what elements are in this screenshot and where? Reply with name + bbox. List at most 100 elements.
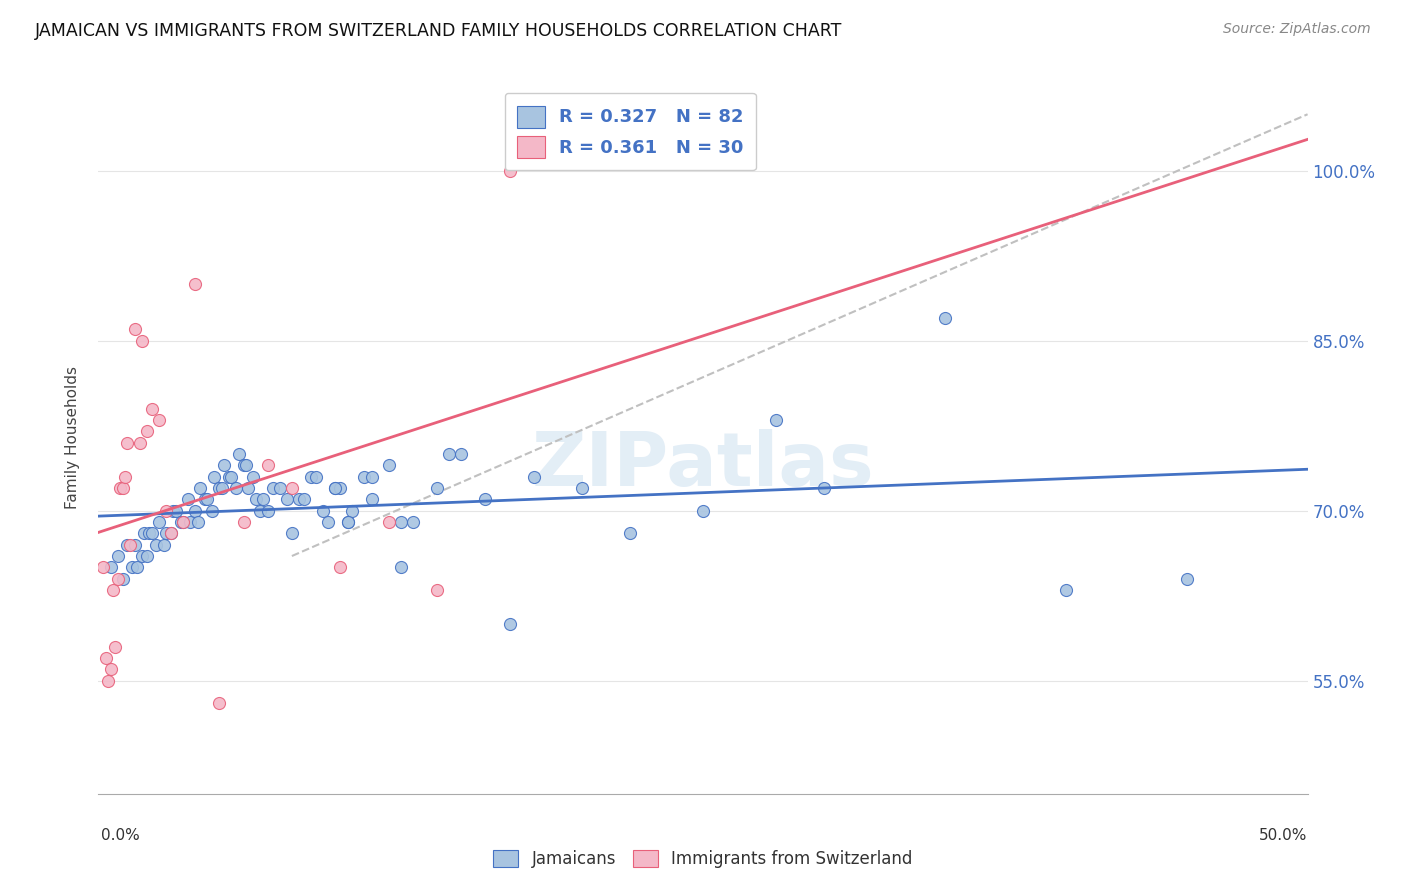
Point <box>389 515 412 529</box>
Point <box>281 526 304 541</box>
Point <box>172 515 194 529</box>
Point <box>256 458 278 473</box>
Point <box>692 504 714 518</box>
Point <box>107 572 129 586</box>
Point <box>148 413 170 427</box>
Point <box>498 617 520 632</box>
Point <box>276 492 298 507</box>
Point <box>208 481 231 495</box>
Point <box>377 515 399 529</box>
Point <box>252 492 274 507</box>
Point <box>523 469 546 483</box>
Point <box>292 492 315 507</box>
Point <box>336 515 359 529</box>
Point <box>134 526 156 541</box>
Point <box>160 526 183 541</box>
Point <box>138 526 160 541</box>
Point <box>172 515 194 529</box>
Point <box>218 469 240 483</box>
Point <box>329 560 352 574</box>
Point <box>104 640 127 654</box>
Point <box>135 425 157 439</box>
Point <box>450 447 472 461</box>
Point <box>165 504 187 518</box>
Point <box>152 538 174 552</box>
Point <box>249 504 271 518</box>
Point <box>238 481 260 495</box>
Point <box>101 582 124 597</box>
Point <box>305 469 328 483</box>
Point <box>111 481 134 495</box>
Point <box>619 526 641 541</box>
Text: JAMAICAN VS IMMIGRANTS FROM SWITZERLAND FAMILY HOUSEHOLDS CORRELATION CHART: JAMAICAN VS IMMIGRANTS FROM SWITZERLAND … <box>35 22 842 40</box>
Point <box>934 311 956 326</box>
Point <box>1054 582 1077 597</box>
Text: 0.0%: 0.0% <box>101 829 141 843</box>
Point <box>281 481 304 495</box>
Point <box>135 549 157 563</box>
Point <box>131 549 153 563</box>
Point <box>184 504 207 518</box>
Point <box>201 504 224 518</box>
Point <box>179 515 201 529</box>
Point <box>1175 572 1198 586</box>
Point <box>225 481 247 495</box>
Point <box>813 481 835 495</box>
Point <box>108 481 131 495</box>
Point <box>389 560 412 574</box>
Point <box>498 164 520 178</box>
Point <box>148 515 170 529</box>
Point <box>100 560 122 574</box>
Point <box>117 538 139 552</box>
Point <box>232 458 254 473</box>
Point <box>312 504 335 518</box>
Point <box>235 458 257 473</box>
Point <box>360 492 382 507</box>
Point <box>188 481 211 495</box>
Point <box>256 504 278 518</box>
Point <box>245 492 267 507</box>
Text: 50.0%: 50.0% <box>1260 829 1308 843</box>
Point <box>117 435 139 450</box>
Point <box>212 458 235 473</box>
Point <box>114 469 136 483</box>
Point <box>377 458 399 473</box>
Point <box>336 515 359 529</box>
Point <box>155 526 177 541</box>
Point <box>221 469 243 483</box>
Point <box>437 447 460 461</box>
Point <box>208 696 231 710</box>
Point <box>169 515 191 529</box>
Point <box>145 538 167 552</box>
Point <box>128 435 150 450</box>
Point <box>299 469 322 483</box>
Point <box>111 572 134 586</box>
Point <box>100 662 122 676</box>
Point <box>342 504 364 518</box>
Point <box>195 492 218 507</box>
Legend: Jamaicans, Immigrants from Switzerland: Jamaicans, Immigrants from Switzerland <box>486 843 920 875</box>
Point <box>127 560 149 574</box>
Point <box>124 322 146 336</box>
Point <box>94 651 117 665</box>
Legend: R = 0.327   N = 82, R = 0.361   N = 30: R = 0.327 N = 82, R = 0.361 N = 30 <box>505 93 756 170</box>
Point <box>325 481 347 495</box>
Point <box>474 492 496 507</box>
Point <box>141 526 163 541</box>
Point <box>121 560 143 574</box>
Point <box>184 277 207 292</box>
Point <box>187 515 209 529</box>
Point <box>155 504 177 518</box>
Point <box>91 560 114 574</box>
Point <box>402 515 425 529</box>
Point <box>124 538 146 552</box>
Text: Source: ZipAtlas.com: Source: ZipAtlas.com <box>1223 22 1371 37</box>
Point <box>426 481 449 495</box>
Point <box>353 469 375 483</box>
Point <box>194 492 217 507</box>
Point <box>228 447 250 461</box>
Point <box>288 492 311 507</box>
Point <box>329 481 352 495</box>
Point <box>131 334 153 348</box>
Point <box>162 504 184 518</box>
